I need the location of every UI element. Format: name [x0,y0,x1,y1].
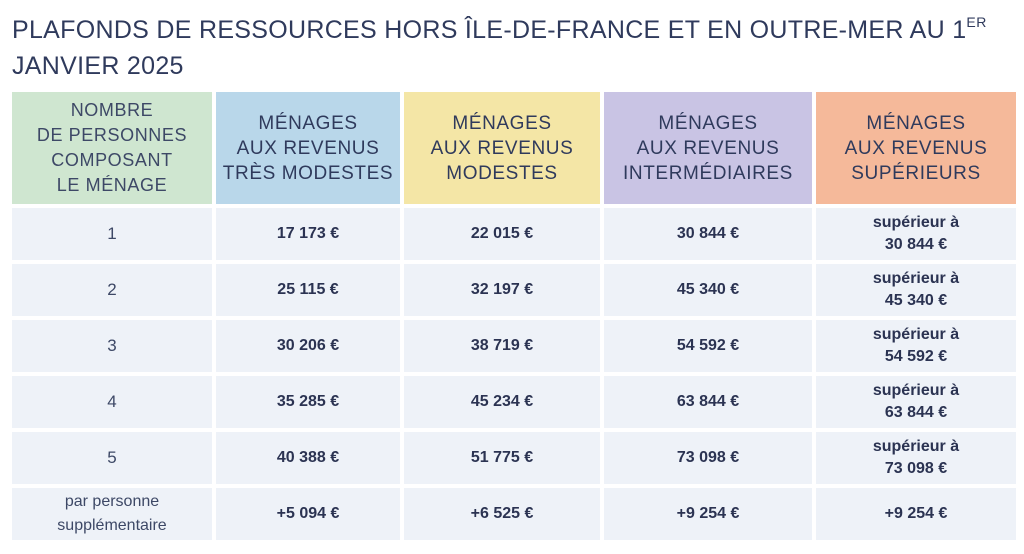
cell-modest: +6 525 € [404,488,600,540]
income-ceilings-table: NOMBRE DE PERSONNES COMPOSANT LE MÉNAGE … [8,88,1020,544]
header-line: INTERMÉDIAIRES [623,162,793,184]
header-intermediate: MÉNAGES AUX REVENUS INTERMÉDIAIRES [604,92,812,204]
header-line: COMPOSANT [51,150,173,170]
header-line: MÉNAGES [258,112,358,134]
header-line: LE MÉNAGE [56,175,168,195]
cell-intermediate: 63 844 € [604,376,812,428]
cell-superior: supérieur à 73 098 € [816,432,1016,484]
row-label: par personne supplémentaire [12,488,212,540]
row-label: 1 [12,208,212,260]
row-label-line: par personne [64,493,160,510]
header-line: AUX REVENUS [636,137,780,159]
header-line: NOMBRE [70,100,154,120]
header-line: AUX REVENUS [430,137,574,159]
header-row: NOMBRE DE PERSONNES COMPOSANT LE MÉNAGE … [12,92,1016,204]
cell-intermediate: +9 254 € [604,488,812,540]
cell-very-modest: 30 206 € [216,320,400,372]
cell-modest: 51 775 € [404,432,600,484]
cell-very-modest: +5 094 € [216,488,400,540]
title-line-1: PLAFONDS DE RESSOURCES HORS ÎLE-DE-FRANC… [12,16,967,44]
row-label: 3 [12,320,212,372]
cell-very-modest: 35 285 € [216,376,400,428]
superior-prefix: supérieur à [872,382,960,399]
superior-value: 63 844 € [884,404,948,421]
header-line: DE PERSONNES [36,125,188,145]
cell-very-modest: 17 173 € [216,208,400,260]
cell-superior: supérieur à 45 340 € [816,264,1016,316]
header-line: MÉNAGES [866,112,966,134]
cell-superior: supérieur à 63 844 € [816,376,1016,428]
header-line: AUX REVENUS [236,137,380,159]
cell-superior: supérieur à 30 844 € [816,208,1016,260]
superior-prefix: supérieur à [872,438,960,455]
cell-superior: supérieur à 54 592 € [816,320,1016,372]
header-line: SUPÉRIEURS [851,162,981,184]
cell-intermediate: 45 340 € [604,264,812,316]
header-modest: MÉNAGES AUX REVENUS MODESTES [404,92,600,204]
table-row: 4 35 285 € 45 234 € 63 844 € supérieur à… [12,376,1016,428]
title-superscript: ER [966,14,987,30]
header-line: MÉNAGES [452,112,552,134]
header-line: MODESTES [446,162,558,184]
cell-modest: 38 719 € [404,320,600,372]
header-line: TRÈS MODESTES [222,162,394,184]
table-row: par personne supplémentaire +5 094 € +6 5… [12,488,1016,540]
row-label: 2 [12,264,212,316]
title-line-2: JANVIER 2025 [12,52,184,80]
cell-modest: 22 015 € [404,208,600,260]
header-line: AUX REVENUS [844,137,988,159]
table-row: 3 30 206 € 38 719 € 54 592 € supérieur à… [12,320,1016,372]
header-household-size: NOMBRE DE PERSONNES COMPOSANT LE MÉNAGE [12,92,212,204]
cell-intermediate: 30 844 € [604,208,812,260]
cell-intermediate: 54 592 € [604,320,812,372]
superior-prefix: supérieur à [872,214,960,231]
row-label-line: supplémentaire [57,517,167,534]
superior-value: 54 592 € [884,348,948,365]
row-label: 4 [12,376,212,428]
superior-value: 45 340 € [884,292,948,309]
cell-very-modest: 25 115 € [216,264,400,316]
cell-modest: 45 234 € [404,376,600,428]
table-row: 1 17 173 € 22 015 € 30 844 € supérieur à… [12,208,1016,260]
page-title: PLAFONDS DE RESSOURCES HORS ÎLE-DE-FRANC… [12,4,1012,84]
superior-prefix: supérieur à [872,326,960,343]
superior-prefix: supérieur à [872,270,960,287]
header-superior: MÉNAGES AUX REVENUS SUPÉRIEURS [816,92,1016,204]
cell-intermediate: 73 098 € [604,432,812,484]
superior-value: 30 844 € [884,236,948,253]
table-row: 5 40 388 € 51 775 € 73 098 € supérieur à… [12,432,1016,484]
cell-modest: 32 197 € [404,264,600,316]
cell-superior: +9 254 € [816,488,1016,540]
header-very-modest: MÉNAGES AUX REVENUS TRÈS MODESTES [216,92,400,204]
superior-value: 73 098 € [884,460,948,477]
row-label: 5 [12,432,212,484]
cell-very-modest: 40 388 € [216,432,400,484]
header-line: MÉNAGES [658,112,758,134]
table-row: 2 25 115 € 32 197 € 45 340 € supérieur à… [12,264,1016,316]
